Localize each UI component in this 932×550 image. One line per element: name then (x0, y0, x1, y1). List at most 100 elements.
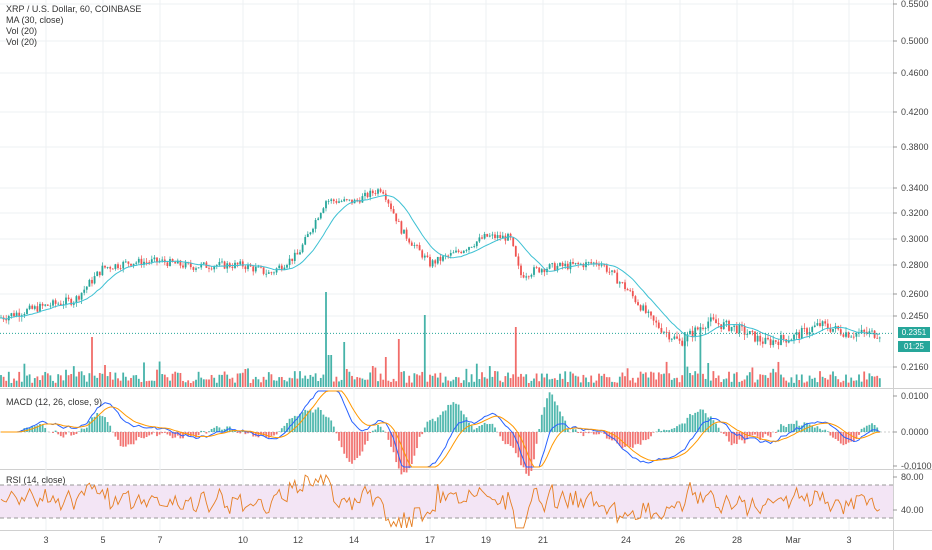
macd-histogram-bar (478, 426, 481, 432)
candle-body (239, 261, 242, 265)
candle-body (624, 282, 626, 290)
macd-histogram-bar (863, 427, 866, 432)
volume-bar (23, 363, 26, 387)
candle-body (829, 328, 832, 332)
volume-bar (561, 378, 564, 387)
candle-body (150, 259, 153, 263)
volume-bar (652, 372, 655, 387)
candle-body (876, 337, 879, 339)
candle-body (57, 303, 60, 305)
macd-histogram-bar (538, 429, 541, 432)
candle-body (299, 252, 301, 255)
macd-histogram-bar (858, 432, 860, 435)
volume-bar (538, 381, 541, 387)
volume-bar (215, 382, 218, 387)
volume-bar (36, 376, 39, 387)
candle-body (793, 334, 795, 340)
volume-bar (431, 375, 434, 387)
volume-bar (244, 369, 247, 387)
volume-bar (410, 382, 413, 387)
volume-bar (0, 375, 2, 387)
macd-histogram-bar (434, 421, 437, 432)
volume-bar (455, 376, 457, 387)
candle-body (465, 249, 468, 251)
candle-body (813, 325, 816, 327)
candle-body (460, 251, 463, 253)
volume-bar (585, 377, 587, 387)
candle-body (819, 323, 821, 327)
macd-histogram-bar (777, 429, 780, 432)
volume-bar (811, 378, 814, 387)
volume-bar (436, 377, 439, 387)
volume-bar (462, 380, 465, 387)
macd-histogram-bar (286, 422, 288, 432)
candle-body (808, 332, 811, 335)
candle-body (335, 201, 338, 203)
candle-body (182, 265, 184, 268)
macd-histogram-bar (813, 427, 816, 432)
candle-body (325, 201, 327, 209)
volume-bar (231, 377, 234, 387)
vol-indicator-label-2: Vol (20) (6, 37, 38, 47)
macd-histogram-bar (244, 432, 247, 435)
macd-histogram-bar (317, 407, 320, 432)
macd-histogram-bar (249, 432, 252, 433)
candle-body (878, 337, 881, 339)
macd-histogram-bar (663, 429, 665, 432)
volume-bar (660, 374, 663, 387)
x-tick-label: 3 (846, 535, 851, 545)
candle-body (377, 189, 379, 194)
candle-body (574, 262, 577, 264)
volume-bar (109, 372, 112, 387)
volume-bar (780, 374, 782, 387)
macd-histogram-bar (98, 415, 101, 432)
macd-histogram-bar (535, 432, 538, 444)
y-tick-label: 0.2800 (901, 260, 929, 270)
candle-body (462, 250, 465, 253)
rsi-line (0, 473, 881, 529)
macd-histogram-bar (587, 432, 590, 434)
candle-body (101, 265, 104, 276)
macd-histogram-bar (208, 431, 210, 432)
candle-body (15, 312, 18, 317)
macd-histogram-bar (439, 414, 442, 432)
volume-bar (351, 375, 353, 387)
volume-bar (678, 382, 681, 387)
macd-histogram-bar (483, 422, 486, 432)
volume-bar (878, 378, 881, 387)
volume-bar (65, 369, 67, 387)
macd-histogram-bar (270, 432, 273, 436)
macd-histogram-bar (153, 432, 156, 433)
volume-bar (208, 379, 210, 387)
candle-body (772, 340, 775, 346)
volume-bar (67, 375, 70, 387)
candle-body (390, 203, 392, 210)
macd-histogram-bar (101, 416, 104, 432)
macd-histogram-bar (364, 432, 366, 445)
macd-histogram-bar (325, 416, 327, 432)
macd-line (1, 390, 881, 468)
x-tick-label: 5 (100, 535, 105, 545)
macd-histogram-bar (525, 432, 528, 474)
macd-histogram-bar (291, 418, 294, 432)
macd-histogram-bar (236, 432, 239, 433)
candle-body (252, 266, 255, 272)
macd-histogram-bar (486, 424, 489, 432)
candle-body (171, 259, 174, 262)
candle-body (158, 260, 161, 262)
candle-body (759, 335, 762, 342)
volume-bar (465, 368, 468, 387)
macd-histogram-bar (639, 432, 642, 445)
macd-histogram-bar (707, 417, 710, 432)
candle-body (421, 250, 424, 258)
candle-body (91, 279, 93, 284)
volume-bar (304, 375, 307, 387)
volume-bar (221, 374, 223, 387)
volume-bar (413, 373, 416, 387)
macd-histogram-bar (553, 401, 556, 432)
volume-bar (135, 375, 138, 387)
volume-bar (819, 371, 821, 387)
volume-bar (587, 382, 590, 387)
volume-bar (161, 374, 164, 387)
